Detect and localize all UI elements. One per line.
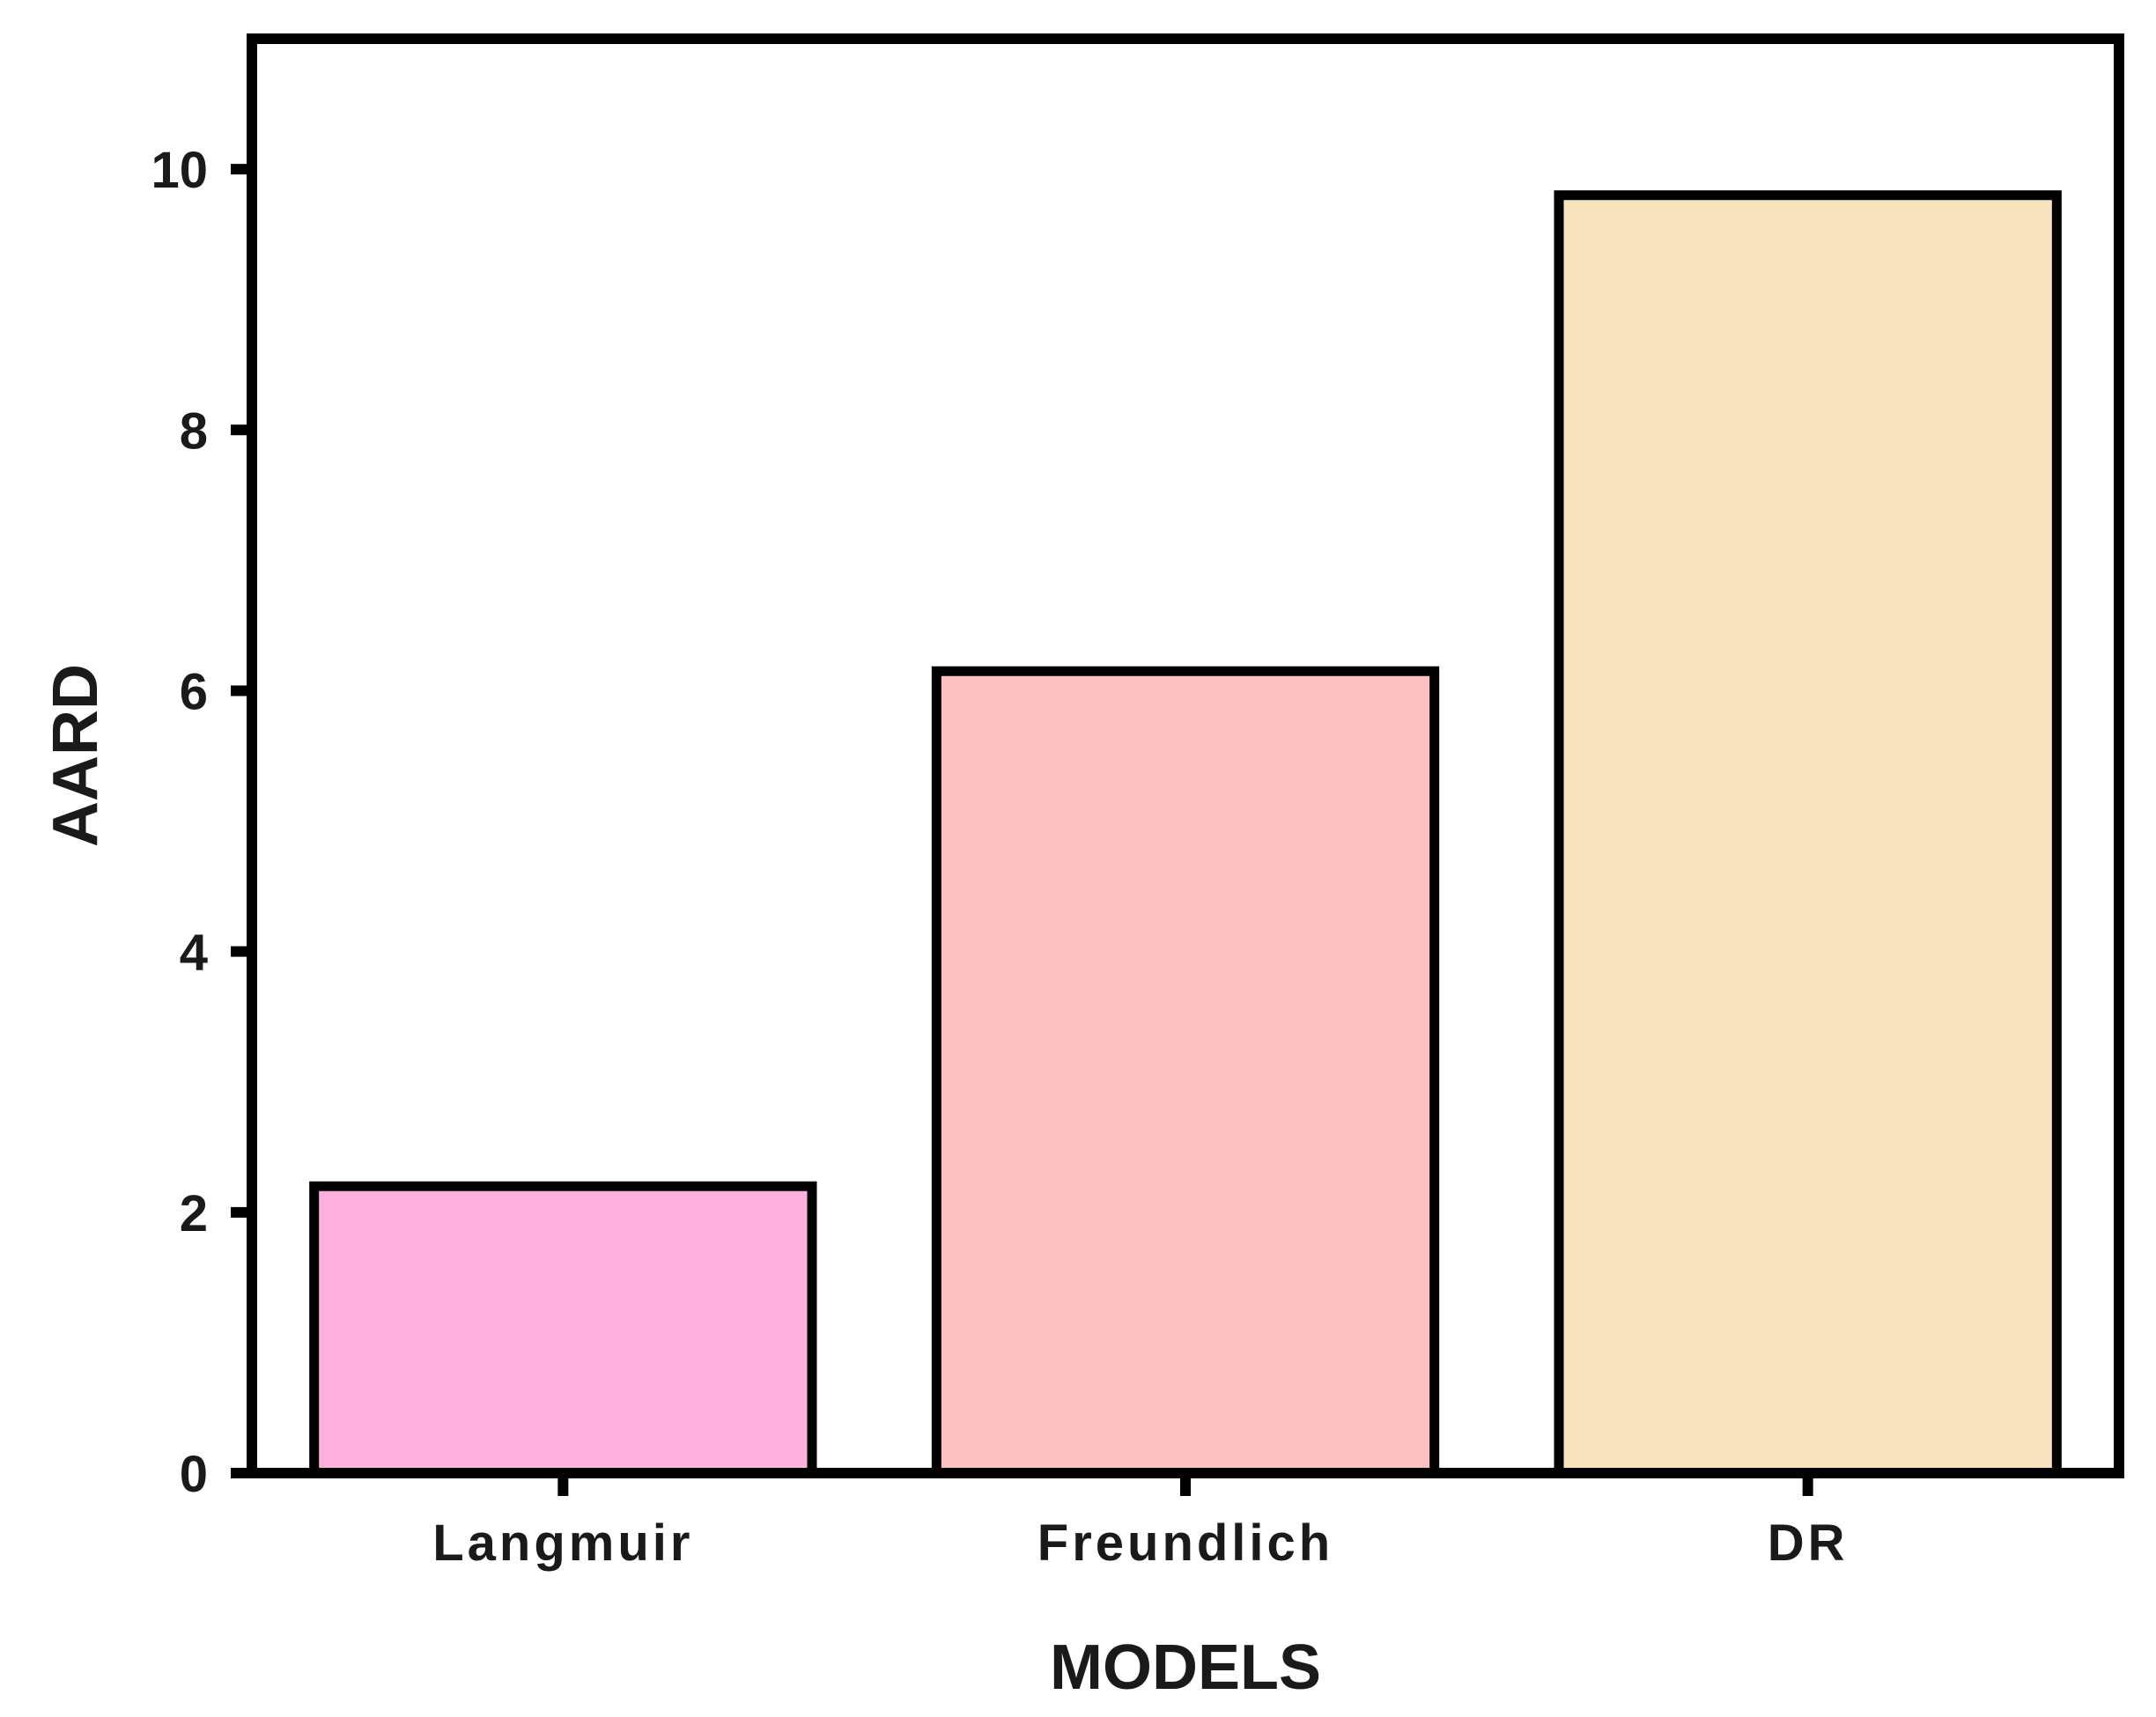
bar-freundlich <box>931 666 1440 1478</box>
y-axis-title: AARD <box>41 664 111 847</box>
x-tick-label-langmuir: Langmuir <box>432 1514 693 1572</box>
x-axis: Langmuir Freundlich DR <box>432 1473 1849 1572</box>
x-tick-label-freundlich: Freundlich <box>1037 1514 1333 1572</box>
y-tick-label: 0 <box>180 1446 208 1503</box>
y-tick-label: 10 <box>151 142 208 199</box>
bar-langmuir <box>309 1181 817 1478</box>
bar-dr <box>1554 190 2062 1478</box>
y-tick-label: 4 <box>180 925 208 982</box>
y-tick-label: 8 <box>180 402 208 460</box>
bars-group <box>309 190 2062 1478</box>
y-tick-label: 6 <box>180 663 208 720</box>
y-tick-label: 2 <box>180 1185 208 1242</box>
x-tick-label-dr: DR <box>1768 1514 1849 1572</box>
x-axis-title: MODELS <box>1050 1632 1321 1703</box>
y-axis: 0 2 4 6 8 10 <box>151 142 252 1503</box>
